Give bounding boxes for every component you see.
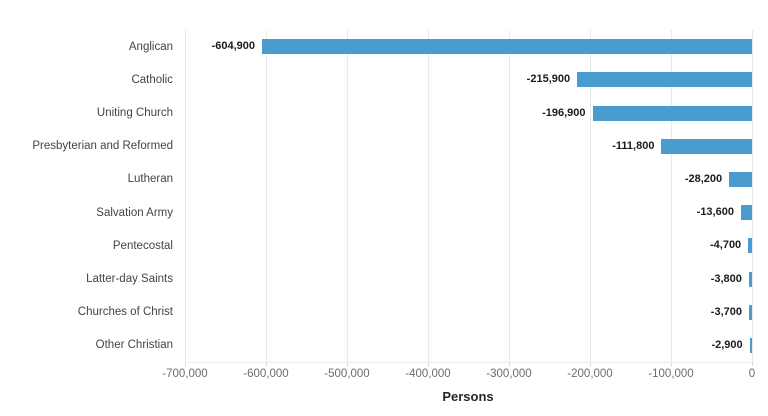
axis-tick	[265, 362, 267, 366]
x-tick-label: -500,000	[324, 368, 370, 380]
x-tick-label: -700,000	[162, 368, 208, 380]
category-label: Churches of Christ	[77, 306, 173, 319]
gridline	[751, 30, 753, 362]
value-label: -604,900	[211, 40, 256, 53]
value-label: -2,900	[711, 338, 743, 351]
category-label: Catholic	[131, 73, 173, 86]
axis-tick	[346, 362, 348, 366]
axis-tick	[508, 362, 510, 366]
category-label: Lutheran	[127, 173, 173, 186]
x-tick-label: -100,000	[648, 368, 694, 380]
bar[interactable]	[740, 205, 752, 221]
category-label: Salvation Army	[96, 206, 173, 219]
gridline	[589, 30, 591, 362]
x-tick-label: 0	[748, 368, 756, 380]
category-label: Pentecostal	[112, 239, 173, 252]
bar[interactable]	[592, 105, 752, 121]
category-label: Other Christian	[95, 339, 173, 352]
category-label: Anglican	[128, 40, 173, 53]
bar[interactable]	[262, 39, 752, 55]
gridline	[184, 30, 186, 362]
axis-tick	[670, 362, 672, 366]
gridline	[508, 30, 510, 362]
bar[interactable]	[729, 171, 752, 187]
gridline	[346, 30, 348, 362]
bar[interactable]	[577, 72, 752, 88]
value-label: -215,900	[526, 73, 571, 86]
value-label: -13,600	[696, 206, 734, 219]
x-axis-line	[185, 362, 752, 363]
axis-tick	[751, 362, 753, 366]
category-label: Presbyterian and Reformed	[32, 140, 173, 153]
value-label: -3,800	[710, 272, 742, 285]
x-tick-label: -400,000	[405, 368, 451, 380]
bar[interactable]	[748, 271, 752, 287]
bar[interactable]	[748, 238, 752, 254]
value-label: -196,900	[542, 106, 586, 119]
value-label: -3,700	[710, 305, 742, 318]
bar[interactable]	[749, 304, 752, 320]
x-tick-label: -200,000	[567, 368, 613, 380]
x-tick-label: -600,000	[243, 368, 289, 380]
gridline	[265, 30, 267, 362]
gridline	[427, 30, 429, 362]
axis-tick	[589, 362, 591, 366]
axis-tick	[184, 362, 186, 366]
category-label: Latter-day Saints	[86, 273, 173, 285]
value-label: -28,200	[684, 172, 723, 185]
x-axis-title: Persons	[442, 389, 494, 404]
bar[interactable]	[749, 337, 752, 353]
value-label: -111,800	[612, 139, 655, 152]
axis-tick	[427, 362, 429, 366]
bar[interactable]	[661, 138, 752, 154]
value-label: -4,700	[709, 239, 742, 252]
x-tick-label: -300,000	[486, 368, 532, 380]
category-label: Uniting Church	[96, 107, 173, 119]
gridline	[670, 30, 672, 362]
